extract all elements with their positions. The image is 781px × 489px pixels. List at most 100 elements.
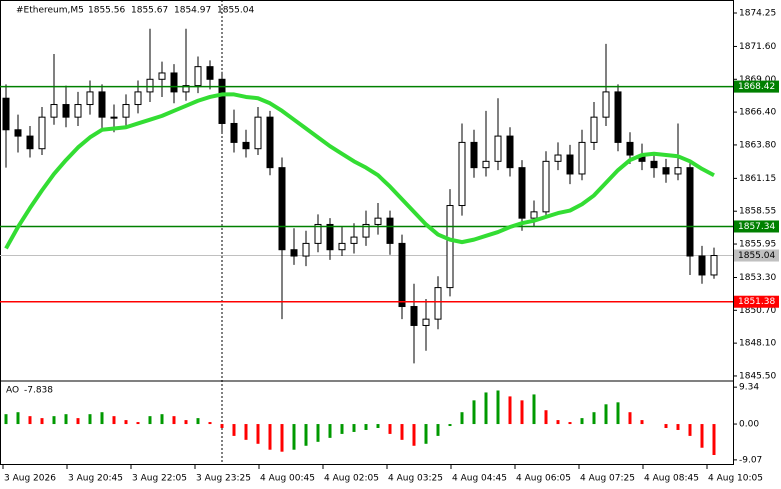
- x-tick-label: 3 Aug 23:25: [196, 474, 251, 484]
- candle-body: [686, 167, 694, 257]
- ao-bar: [148, 416, 152, 425]
- candle-body: [122, 104, 130, 118]
- candle-body: [458, 141, 466, 207]
- ao-bar: [16, 412, 20, 425]
- x-tick-label: 4 Aug 08:45: [644, 474, 699, 484]
- ao-bar: [472, 400, 476, 425]
- ao-bar: [64, 414, 68, 425]
- ao-bar: [328, 424, 332, 438]
- ao-bar: [412, 424, 416, 446]
- x-tick-label: 4 Aug 10:05: [708, 474, 763, 484]
- ao-bar: [400, 424, 404, 440]
- x-tick-label: 3 Aug 20:45: [68, 474, 123, 484]
- ao-bar: [604, 404, 608, 425]
- y-tick-label: 1871.60: [739, 42, 776, 52]
- ao-bar: [220, 424, 224, 428]
- ao-bar: [508, 396, 512, 425]
- candle-body: [14, 129, 22, 137]
- candle-body: [494, 135, 502, 162]
- ao-bar: [184, 420, 188, 425]
- ao-bar: [256, 424, 260, 444]
- quote-value: 1854.97: [174, 6, 211, 16]
- ao-bar: [640, 420, 644, 425]
- ao-bar: [448, 424, 452, 427]
- ao-bar: [376, 424, 380, 428]
- candle-body: [230, 122, 238, 143]
- ao-bar: [172, 416, 176, 425]
- ao-bar: [520, 400, 524, 425]
- candle-body: [182, 85, 190, 93]
- ao-bar: [136, 422, 140, 425]
- level-label: 1868.42: [738, 82, 775, 92]
- x-tick-label: 3 Aug 2026: [4, 474, 56, 484]
- ao-bar: [280, 424, 284, 452]
- ao-bar: [28, 416, 32, 425]
- candle-body: [374, 217, 382, 225]
- candle-body: [206, 66, 214, 80]
- quote-value: 1855.67: [131, 6, 168, 16]
- current-label-bg: [734, 249, 779, 262]
- ao-bar: [460, 412, 464, 425]
- y-tick-label: 1863.80: [739, 140, 776, 150]
- candle-body: [98, 91, 106, 118]
- candle-body: [434, 287, 442, 320]
- ao-tick-label: -9.07: [739, 455, 762, 465]
- ao-bar: [628, 412, 632, 425]
- candle-body: [362, 223, 370, 238]
- ao-tick-label: 0.00: [739, 420, 759, 430]
- x-tick-label: 4 Aug 03:25: [388, 474, 443, 484]
- ao-bar: [196, 418, 200, 425]
- candle-body: [710, 255, 718, 276]
- level-label: 1851.38: [738, 297, 775, 307]
- ao-bar: [580, 418, 584, 425]
- current-label: 1855.04: [738, 251, 775, 261]
- candle-body: [194, 66, 202, 87]
- candle-body: [134, 91, 142, 106]
- ao-bar: [52, 416, 56, 425]
- candle-body: [578, 141, 586, 175]
- x-tick-label: 4 Aug 07:25: [580, 474, 635, 484]
- ao-bar: [424, 424, 428, 444]
- chart-title: #Ethereum,M5: [16, 6, 84, 16]
- x-tick-label: 4 Aug 00:45: [260, 474, 315, 484]
- ao-bar: [700, 424, 704, 448]
- candle-body: [506, 135, 514, 169]
- candle-body: [302, 242, 310, 257]
- ao-tick-label: 9.34: [739, 383, 759, 393]
- candle-body: [530, 211, 538, 219]
- candle-body: [326, 223, 334, 251]
- candle-body: [446, 205, 454, 289]
- candle-body: [698, 255, 706, 276]
- ao-bar: [568, 422, 572, 425]
- candle-body: [542, 160, 550, 213]
- x-tick-label: 4 Aug 04:45: [452, 474, 507, 484]
- ao-bar: [292, 424, 296, 450]
- ao-bar: [316, 424, 320, 442]
- ao-bar: [664, 424, 668, 428]
- ao-bar: [208, 422, 212, 425]
- candle-body: [254, 116, 262, 150]
- ao-bar: [40, 418, 44, 425]
- candle-body: [482, 160, 490, 169]
- candle-body: [518, 167, 526, 219]
- ao-bar: [112, 416, 116, 425]
- candle-body: [62, 104, 70, 118]
- level-label-bg: [734, 220, 779, 233]
- ao-bar: [244, 424, 248, 440]
- y-tick-label: 1869.00: [739, 75, 776, 85]
- ao-bar: [340, 424, 344, 434]
- ao-bar: [352, 424, 356, 432]
- ao-bar: [436, 424, 440, 436]
- candle-body: [242, 141, 250, 150]
- y-tick-label: 1850.70: [739, 306, 776, 316]
- x-tick-label: 4 Aug 02:05: [324, 474, 379, 484]
- candle-body: [50, 104, 58, 118]
- ao-bar: [100, 412, 104, 425]
- candle-body: [278, 167, 286, 251]
- ao-bar: [592, 412, 596, 425]
- quote-value: 1855.56: [88, 6, 125, 16]
- candle-body: [590, 116, 598, 143]
- ao-bar: [4, 414, 8, 425]
- candle-body: [398, 242, 406, 308]
